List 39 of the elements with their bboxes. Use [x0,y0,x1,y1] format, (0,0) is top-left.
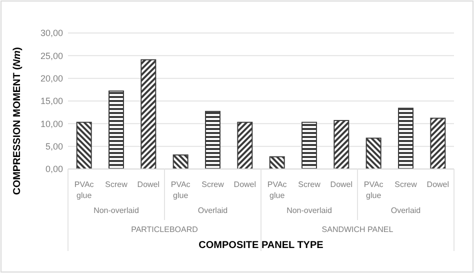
bar [269,156,285,170]
bar [302,122,317,170]
y-tick-label: 0,00 [45,164,63,174]
y-axis-title: COMPRESSION MOMENT (Nm) [12,47,23,195]
x-tick-label: Dowel [234,180,256,189]
y-tick-label: 30,00 [40,28,63,38]
x-tick-label: Screw [298,180,321,189]
bar [172,154,188,170]
x-tick-label: PVAc glue [267,180,287,200]
text: PARTICLEBOARD [131,225,198,234]
bar [108,90,124,170]
bar [237,122,253,170]
y-tick-label: 10,00 [40,118,63,129]
bar [334,120,350,170]
x-tick-label: Screw [394,180,418,189]
bar [366,138,382,170]
y-tick-label: 25,00 [40,50,63,61]
text: Overlaid [390,206,421,215]
x-tick-label: Dowel [426,180,450,189]
y-tick-label: 15,00 [40,96,63,106]
x-tick-label: Dowel [137,180,160,189]
x-tick-label: Screw [105,180,128,189]
x-tick-label: PVAc glue [364,180,384,200]
text: Non-overlaid [94,206,139,215]
x-tick-label: PVAc glue [74,180,94,200]
text: Non-overlaid [286,206,332,215]
bar [205,110,220,170]
bar [398,108,414,170]
x-tick-label: PVAc glue [170,180,190,200]
x-axis-title: COMPOSITE PANEL TYPE [198,240,324,251]
y-tick-label: 20,00 [40,73,63,84]
x-tick-label: Screw [202,180,224,189]
text: SANDWICH PANEL [322,225,394,234]
x-tick-label: Dowel [330,180,353,189]
y-tick-label: 5,00 [45,141,63,152]
bar [140,59,156,170]
bar [430,118,446,170]
text: Overlaid [198,206,228,215]
bar [76,122,92,170]
